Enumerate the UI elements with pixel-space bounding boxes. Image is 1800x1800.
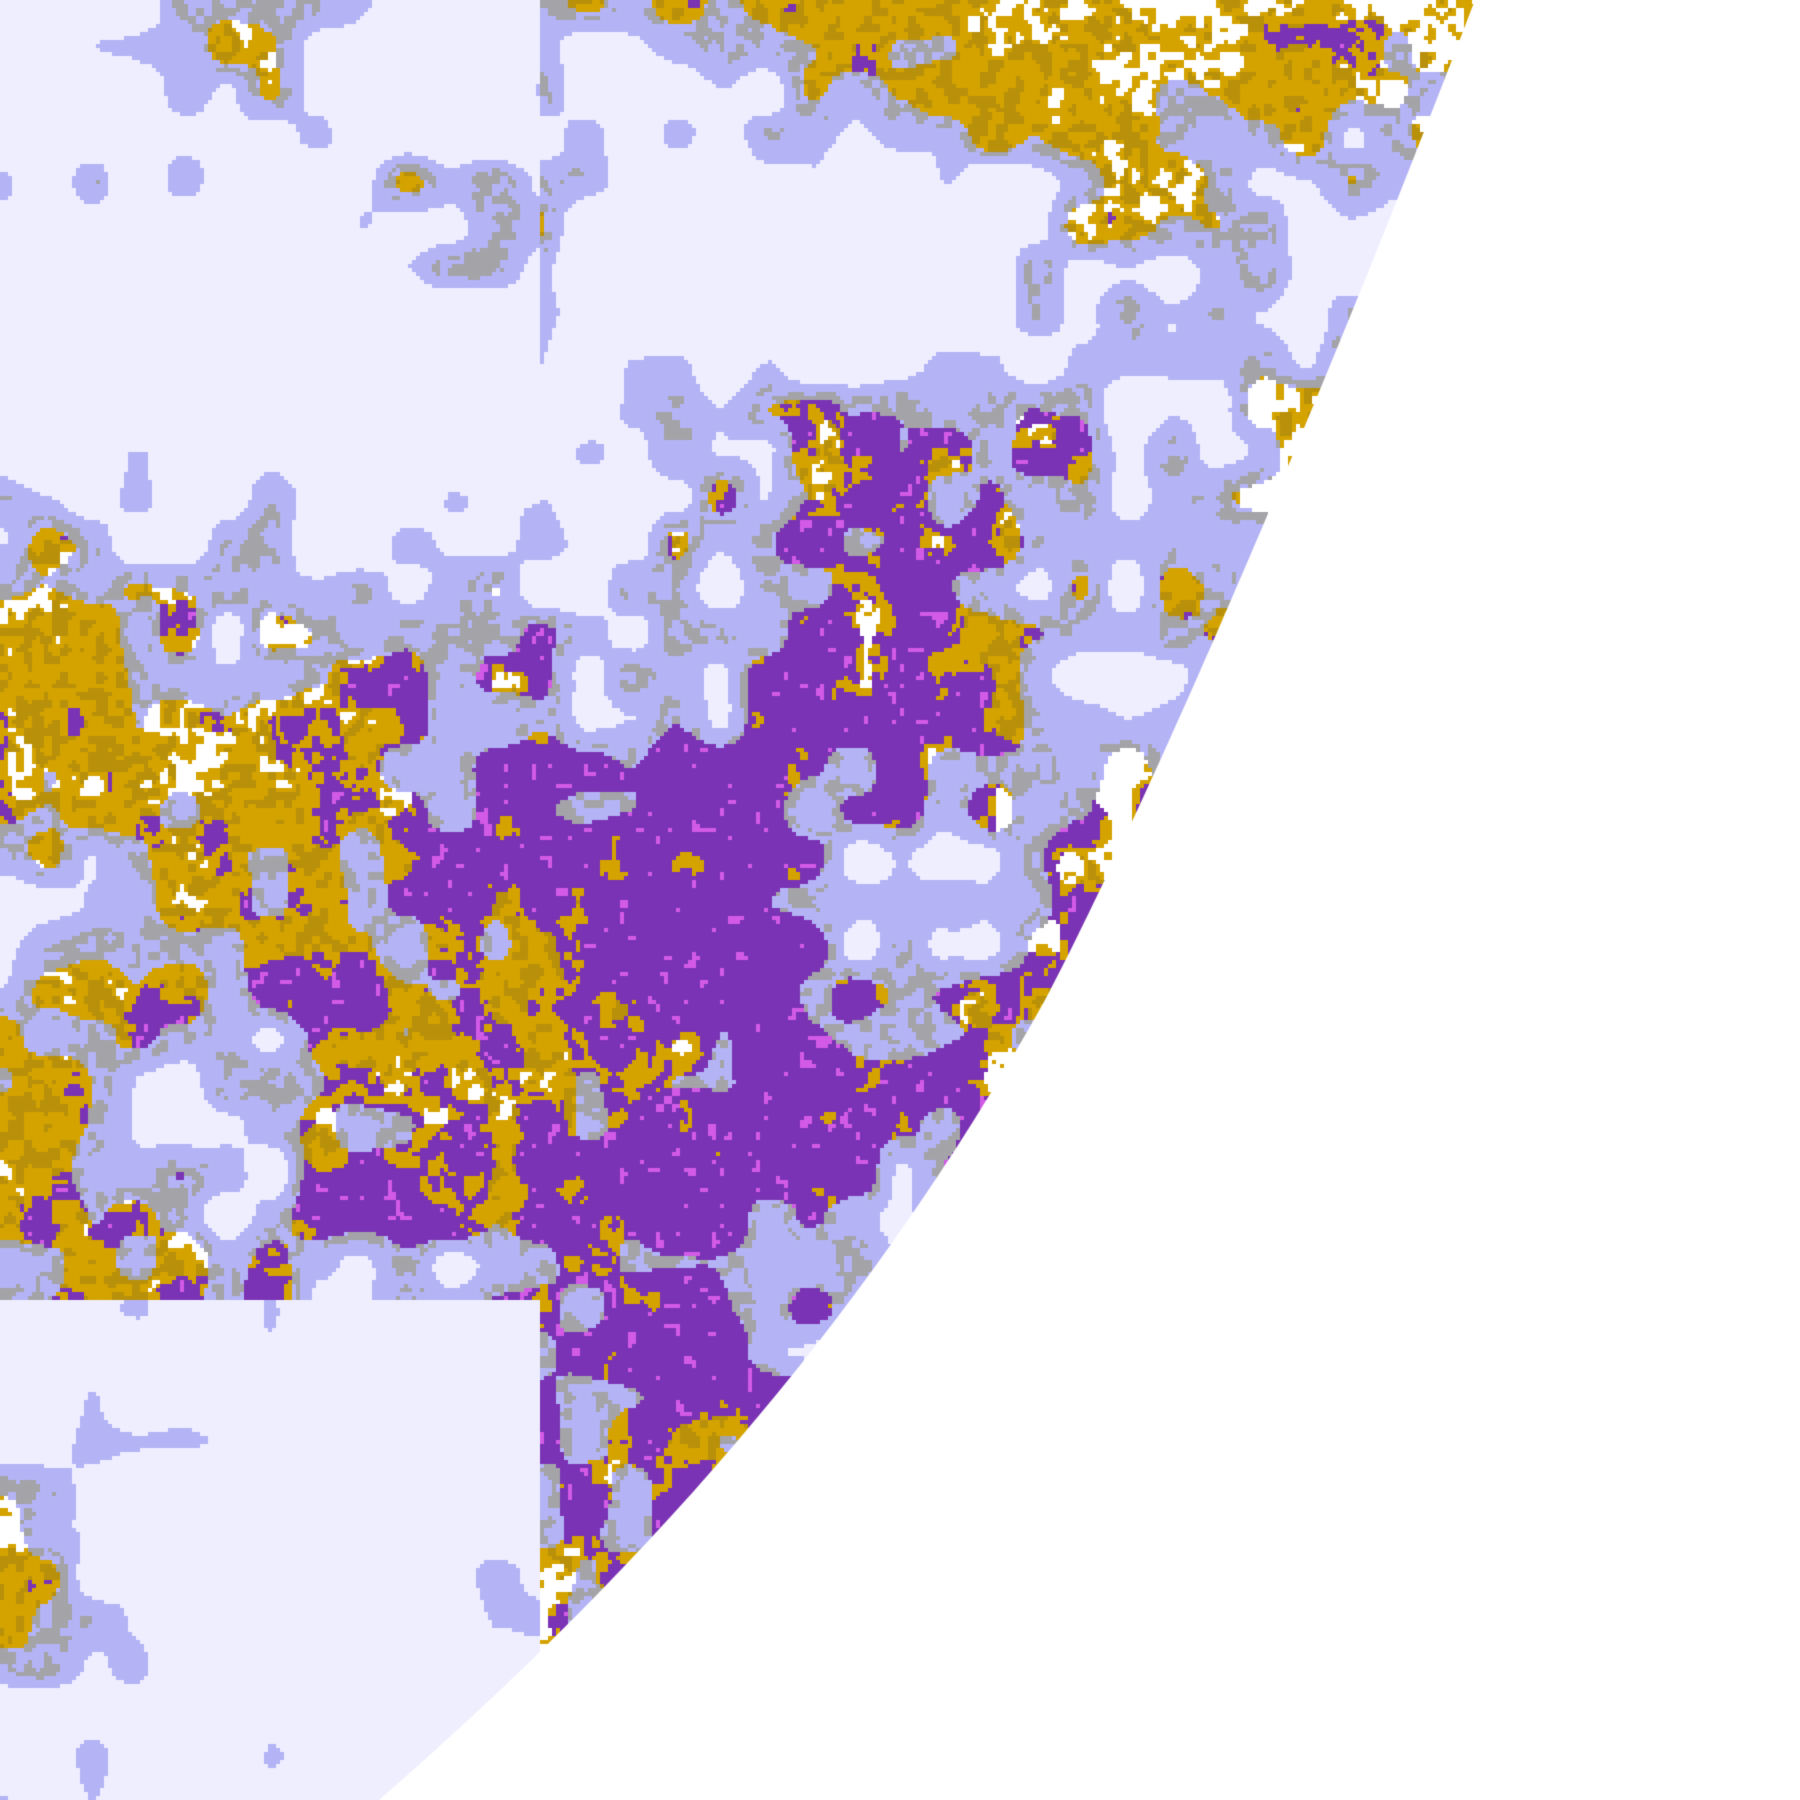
satellite-cloud-map: [0, 0, 1800, 1800]
